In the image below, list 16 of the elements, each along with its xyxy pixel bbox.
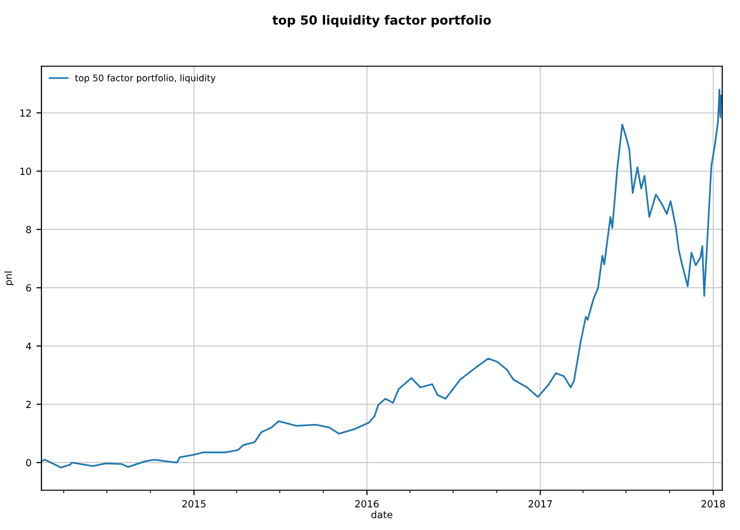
x-tick-label: 2015 xyxy=(182,500,206,508)
y-tick-label: 6 xyxy=(26,284,32,292)
y-tick-label: 12 xyxy=(20,109,31,117)
y-tick-label: 2 xyxy=(26,400,31,408)
y-tick-label: 10 xyxy=(20,168,32,175)
x-tick-label: 2016 xyxy=(355,500,379,508)
line-series xyxy=(41,88,722,468)
chart-title: top 50 liquidity factor portfolio xyxy=(272,15,491,28)
y-tick-label: 8 xyxy=(26,226,32,234)
legend-label: top 50 factor portfolio, liquidity xyxy=(75,74,216,84)
y-tick-label: 0 xyxy=(26,459,32,466)
x-axis-title: date xyxy=(371,510,392,518)
y-tick-label: 4 xyxy=(26,342,32,350)
y-axis-title: pnl xyxy=(4,272,14,285)
x-tick-label: 2018 xyxy=(702,500,725,508)
x-tick-label: 2017 xyxy=(528,500,552,508)
